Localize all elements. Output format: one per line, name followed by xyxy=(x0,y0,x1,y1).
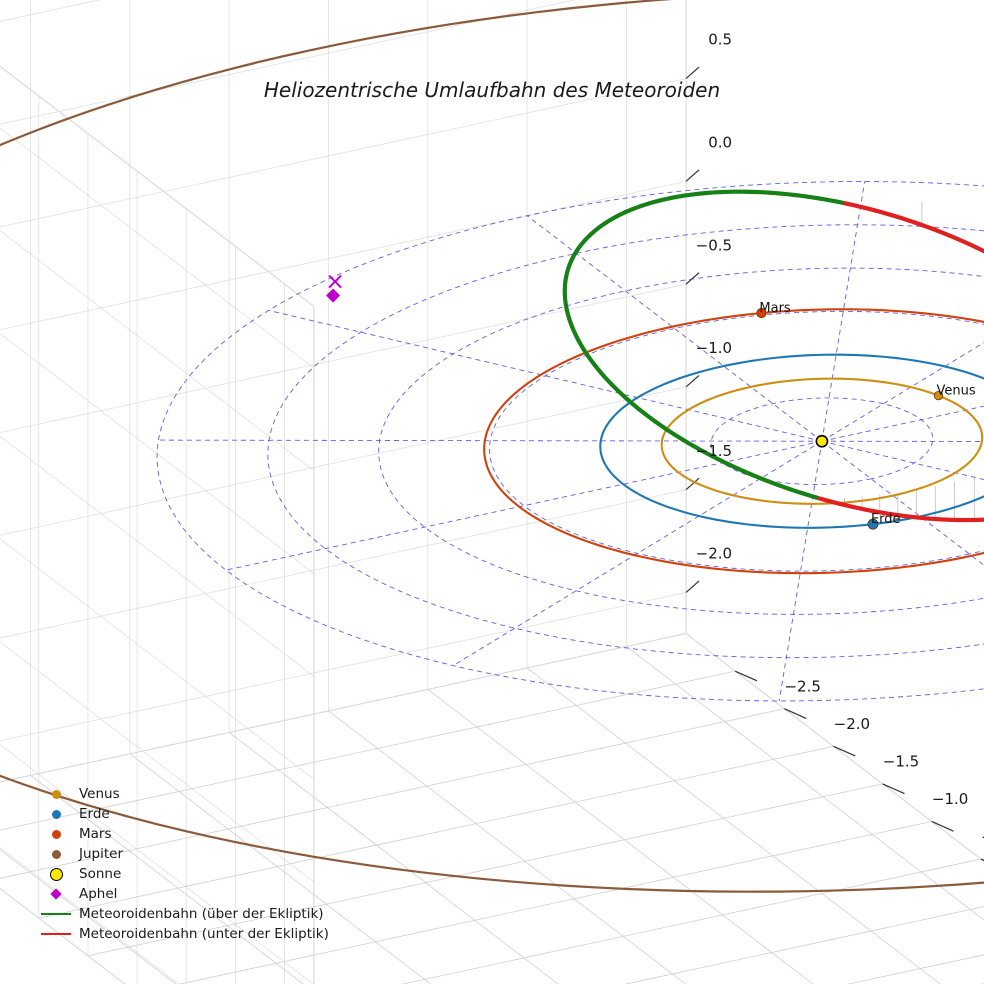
legend-item-label: Meteoroidenbahn (unter der Ekliptik) xyxy=(79,926,329,942)
legend-item[interactable]: Jupiter xyxy=(33,844,329,864)
body-markers xyxy=(326,274,944,530)
aphel-marker xyxy=(326,288,341,303)
planet-label-erde: Erde xyxy=(871,512,901,527)
z-tick-label: −1.5 xyxy=(696,442,732,460)
legend-item[interactable]: Meteoroidenbahn (über der Ekliptik) xyxy=(33,904,329,924)
legend-marker xyxy=(50,888,62,900)
axis-tick-labels: −2.5−2.0−1.5−1.0−0.50.00.51.0−0.50.00.51… xyxy=(696,31,984,846)
x-tick-label: −2.5 xyxy=(784,678,820,696)
legend-diamond-icon xyxy=(33,888,79,900)
legend-dot-icon xyxy=(33,809,79,819)
x-tick-label: −1.5 xyxy=(883,753,919,771)
planet-marker-erde xyxy=(867,518,879,530)
legend: Venus Erde Mars Jupiter Sonne Aphel Meteoroide… xyxy=(33,784,329,944)
planet-marker-venus xyxy=(933,390,944,401)
legend-item-label: Sonne xyxy=(79,866,122,882)
legend-marker xyxy=(51,789,61,799)
x-tick-label: −0.5 xyxy=(981,828,984,846)
z-tick-label: 0.0 xyxy=(708,134,732,152)
legend-marker xyxy=(41,912,71,916)
legend-marker xyxy=(51,849,61,859)
legend-item[interactable]: Sonne xyxy=(33,864,329,884)
legend-dot-icon xyxy=(33,829,79,839)
x-tick-label: −1.0 xyxy=(932,790,968,808)
legend-dot-icon xyxy=(33,867,79,881)
legend-item-label: Aphel xyxy=(79,886,118,902)
legend-dot-icon xyxy=(33,849,79,859)
legend-line-icon xyxy=(33,912,79,916)
z-tick-label: −0.5 xyxy=(696,236,732,254)
legend-item-label: Venus xyxy=(79,786,120,802)
legend-item[interactable]: Mars xyxy=(33,824,329,844)
legend-marker xyxy=(41,932,71,936)
meteoroid-orbit xyxy=(562,189,984,523)
drop-lines xyxy=(826,201,975,520)
legend-marker xyxy=(51,829,61,839)
planet-orbits xyxy=(483,308,984,575)
z-tick-label: −2.0 xyxy=(696,545,732,563)
legend-marker xyxy=(49,867,63,881)
planet-marker-mars xyxy=(756,308,767,319)
body-labels: Venus Erde Mars xyxy=(759,301,975,527)
legend-item-label: Erde xyxy=(79,806,110,822)
legend-line-icon xyxy=(33,932,79,936)
legend-item[interactable]: Meteoroidenbahn (unter der Ekliptik) xyxy=(33,924,329,944)
legend-dot-icon xyxy=(33,789,79,799)
legend-item-label: Meteoroidenbahn (über der Ekliptik) xyxy=(79,906,324,922)
orbit-jupiter xyxy=(0,0,984,893)
sun-marker xyxy=(815,434,829,448)
legend-item-label: Mars xyxy=(79,826,112,842)
legend-marker xyxy=(51,809,61,819)
z-tick-label: 0.5 xyxy=(708,31,732,49)
legend-item[interactable]: Venus xyxy=(33,784,329,804)
legend-item-label: Jupiter xyxy=(79,846,124,862)
planet-label-venus: Venus xyxy=(937,384,976,399)
z-tick-label: −1.0 xyxy=(696,339,732,357)
page-title: Heliozentrische Umlaufbahn des Meteoroid… xyxy=(263,78,721,102)
legend-item[interactable]: Aphel xyxy=(33,884,329,904)
legend-item[interactable]: Erde xyxy=(33,804,329,824)
x-tick-label: −2.0 xyxy=(834,715,870,733)
planet-label-mars: Mars xyxy=(759,301,791,316)
